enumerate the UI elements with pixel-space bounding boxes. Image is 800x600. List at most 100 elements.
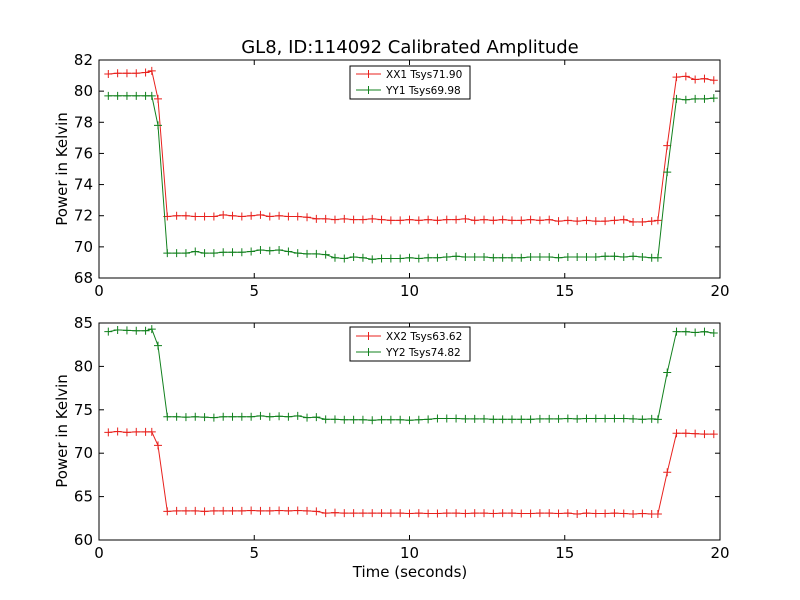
bottom-ylabel: Power in Kelvin [53, 374, 71, 488]
top-series-0-point [113, 69, 122, 78]
top-series-1-point [293, 249, 302, 258]
top-series-1-point [122, 91, 131, 100]
bottom-series-0-point [405, 509, 414, 518]
top-series-0-point [507, 216, 516, 225]
bottom-x-tick-label: 5 [249, 544, 259, 562]
bottom-series-0-point [461, 509, 470, 518]
bottom-series-1-point [247, 412, 256, 421]
bottom-series-0-point [191, 506, 200, 515]
top-series-0-point [414, 216, 423, 225]
top-series-1-point [601, 252, 610, 261]
bottom-series-0-point [681, 429, 690, 438]
top-series-0-point [470, 216, 479, 225]
top-x-tick-label: 10 [400, 282, 419, 300]
bottom-series-0-point [535, 509, 544, 518]
bottom-series-0-point [563, 509, 572, 518]
top-series-0-point [172, 211, 181, 220]
top-series-0-point [340, 214, 349, 223]
top-series-1-point [610, 252, 619, 261]
top-series-1-point [414, 254, 423, 263]
top-series-1-point [247, 247, 256, 256]
top-series-1-point [104, 91, 113, 100]
bottom-series-0-point [132, 427, 141, 436]
bottom-series-1-point [573, 414, 582, 423]
top-series-0-point [265, 212, 274, 221]
top-panel: 0 5 10 15 20 68 70 72 74 76 78 80 82 Power in Kelvin… [53, 51, 730, 300]
bottom-series-1-point [442, 414, 451, 423]
bottom-series-1-point [377, 415, 386, 424]
bottom-series-1-point [470, 414, 479, 423]
top-series-0-point [330, 215, 339, 224]
top-x-tick-label: 5 [249, 282, 259, 300]
top-y-tick-label: 78 [74, 113, 93, 131]
top-series-0-point [303, 213, 312, 222]
top-y-tick-label: 72 [74, 207, 93, 225]
bottom-series-0-point [275, 506, 284, 515]
top-series-1-point [181, 249, 190, 258]
top-series-0-point [700, 74, 709, 83]
top-series-1-point [638, 252, 647, 261]
bottom-series-1-point [293, 411, 302, 420]
bottom-series-1-point [209, 413, 218, 422]
top-series-0-point [424, 215, 433, 224]
bottom-series-1-point [312, 413, 321, 422]
top-series-0-point [563, 216, 572, 225]
top-series-1-point [480, 252, 489, 261]
top-series-1-point [275, 245, 284, 254]
bottom-y-tick-label: 60 [74, 531, 93, 549]
top-series-0-point [377, 215, 386, 224]
top-series-1-point [591, 252, 600, 261]
top-series-0-point [591, 217, 600, 226]
bottom-panel: 0 5 10 15 20 60 65 70 75 80 85 Power in Kelvin Tim… [53, 314, 730, 581]
bottom-series-1-point [619, 414, 628, 423]
top-series-0-point [141, 68, 150, 77]
top-series-0-point [256, 210, 265, 219]
bottom-series-0-point [358, 509, 367, 518]
top-series-1-point [489, 253, 498, 262]
bottom-series-0-point [545, 509, 554, 518]
top-series-1-point [691, 94, 700, 103]
bottom-series-1-point [629, 414, 638, 423]
bottom-series-1-point [147, 325, 156, 334]
top-series-1-point [284, 247, 293, 256]
top-series-0-point [498, 215, 507, 224]
top-series-0-point [461, 214, 470, 223]
top-series-1-point [619, 252, 628, 261]
top-series-1-point [312, 249, 321, 258]
bottom-series-1-point [610, 414, 619, 423]
top-series-1-point [209, 249, 218, 258]
bottom-series-1-point [303, 413, 312, 422]
bottom-series-1-point [256, 411, 265, 420]
top-series-1-point [228, 248, 237, 257]
bottom-series-1-point [489, 415, 498, 424]
bottom-series-0-point [122, 428, 131, 437]
bottom-series-0-point [172, 506, 181, 515]
top-series-0-point [672, 73, 681, 82]
bottom-series-1-point [517, 415, 526, 424]
bottom-series-0-point [619, 509, 628, 518]
top-series-0-point [663, 141, 672, 150]
top-series-0-point [312, 214, 321, 223]
top-y-tick-label: 74 [74, 176, 93, 194]
top-y-tick-label: 68 [74, 269, 93, 287]
bottom-legend-box [349, 326, 471, 362]
bottom-series-0-point [709, 430, 718, 439]
bottom-series-1-point [405, 416, 414, 425]
bottom-series-1-point [321, 415, 330, 424]
bottom-x-tick-label: 20 [710, 544, 729, 562]
top-series-0-point [405, 215, 414, 224]
top-series-0-point [228, 211, 237, 220]
bottom-series-1-point [591, 414, 600, 423]
top-series-0-point [104, 70, 113, 79]
top-series-0-point [147, 66, 156, 75]
bottom-series-1-point [563, 414, 572, 423]
top-series-0-point [582, 216, 591, 225]
top-series-1-point [219, 248, 228, 257]
top-series-1-point [405, 253, 414, 262]
top-series-0-point [619, 215, 628, 224]
bottom-series-0-point [321, 509, 330, 518]
top-legend: XX1 Tsys71.90 YY1 Tsys69.98 [349, 65, 471, 100]
bottom-series-0-point [153, 441, 162, 450]
bottom-series-0-point [489, 509, 498, 518]
